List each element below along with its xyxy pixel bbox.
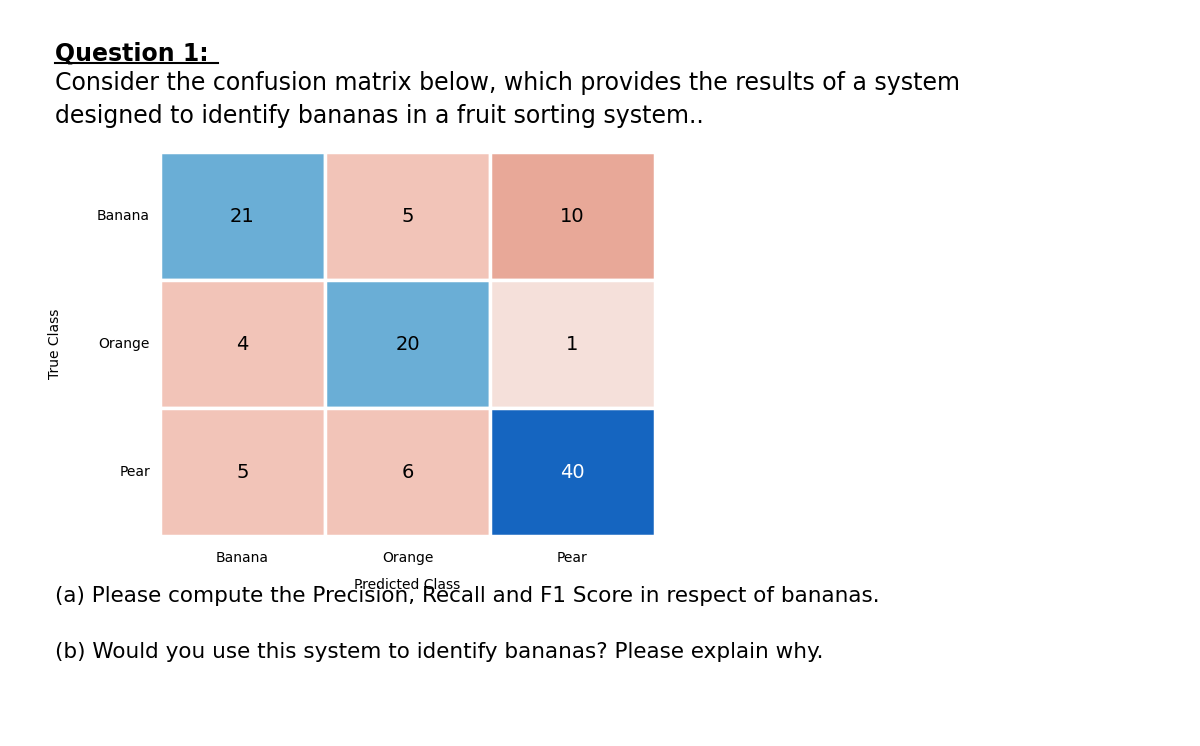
Text: 5: 5 [401, 207, 414, 225]
Text: True Class: True Class [48, 309, 62, 379]
Bar [490, 280, 655, 408]
Text: (b) Would you use this system to identify bananas? Please explain why.: (b) Would you use this system to identif… [55, 642, 823, 662]
Text: Predicted Class: Predicted Class [354, 578, 461, 592]
Text: Pear: Pear [119, 465, 150, 479]
Text: Banana: Banana [216, 551, 269, 565]
Text: (a) Please compute the Precision, Recall and F1 Score in respect of bananas.: (a) Please compute the Precision, Recall… [55, 586, 880, 606]
Text: Banana: Banana [97, 209, 150, 223]
Bar [325, 152, 490, 280]
Bar [325, 408, 490, 536]
Text: Consider the confusion matrix below, which provides the results of a system
desi: Consider the confusion matrix below, whi… [55, 71, 960, 128]
Text: 5: 5 [236, 463, 248, 481]
Text: Orange: Orange [382, 551, 433, 565]
Bar [490, 152, 655, 280]
Bar [490, 408, 655, 536]
Text: 10: 10 [560, 207, 584, 225]
Text: 1: 1 [566, 334, 578, 354]
Bar [160, 152, 325, 280]
Text: 4: 4 [236, 334, 248, 354]
Text: Orange: Orange [98, 337, 150, 351]
Bar [160, 408, 325, 536]
Text: 6: 6 [401, 463, 414, 481]
Bar [160, 280, 325, 408]
Bar [325, 280, 490, 408]
Text: 20: 20 [395, 334, 420, 354]
Text: Pear: Pear [557, 551, 588, 565]
Text: Question 1:: Question 1: [55, 41, 209, 65]
Text: 40: 40 [560, 463, 584, 481]
Text: 21: 21 [230, 207, 254, 225]
